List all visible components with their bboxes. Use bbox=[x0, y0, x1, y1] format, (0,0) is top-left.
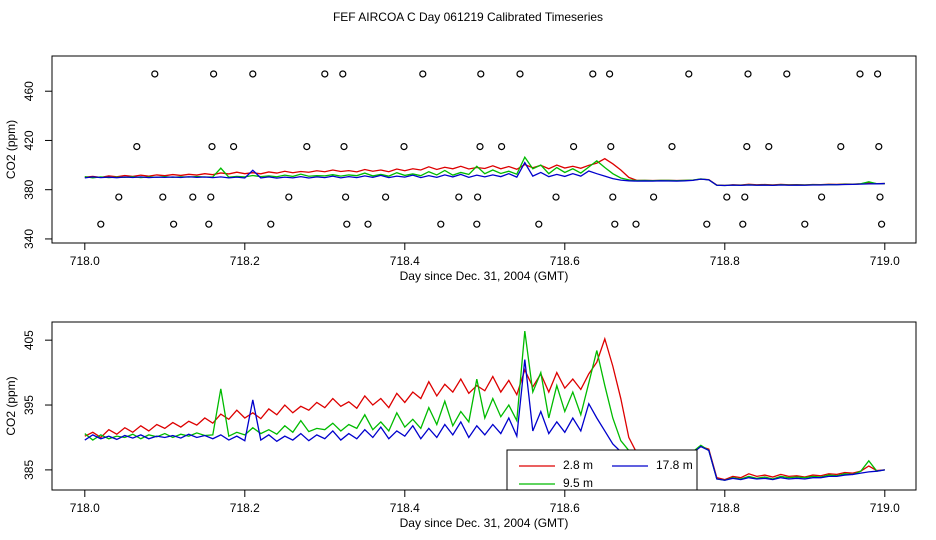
flag-point bbox=[476, 143, 484, 151]
x-tick-label: 718.4 bbox=[390, 254, 420, 268]
flag-point bbox=[455, 193, 463, 201]
flag-point bbox=[723, 193, 731, 201]
flag-point bbox=[230, 143, 238, 151]
flag-point bbox=[516, 70, 524, 78]
flag-point bbox=[765, 143, 773, 151]
flag-point bbox=[249, 70, 257, 78]
flag-point bbox=[535, 220, 543, 228]
series-line bbox=[84, 157, 885, 187]
flag-point bbox=[609, 193, 617, 201]
flag-point bbox=[876, 193, 884, 201]
flag-point bbox=[208, 143, 216, 151]
x-tick-label: 718.6 bbox=[550, 501, 580, 515]
flag-point bbox=[267, 220, 275, 228]
flag-point bbox=[474, 193, 482, 201]
flag-point bbox=[189, 193, 197, 201]
series-line bbox=[84, 359, 885, 481]
y-tick-label: 395 bbox=[22, 395, 36, 415]
x-tick-label: 718.2 bbox=[230, 254, 260, 268]
flag-point bbox=[400, 143, 408, 151]
flag-point bbox=[739, 220, 747, 228]
flag-point bbox=[668, 143, 676, 151]
chart-title: FEF AIRCOA C Day 061219 Calibrated Times… bbox=[333, 10, 603, 24]
x-tick-label: 718.0 bbox=[70, 501, 100, 515]
series-line bbox=[84, 330, 885, 481]
y-axis-label: CO2 (ppm) bbox=[4, 376, 18, 435]
y-tick-label: 340 bbox=[22, 229, 36, 249]
flag-point bbox=[477, 70, 485, 78]
flag-point bbox=[170, 220, 178, 228]
x-axis-label: Day since Dec. 31, 2004 (GMT) bbox=[400, 516, 569, 530]
flag-point bbox=[877, 220, 886, 228]
flag-point bbox=[340, 143, 348, 151]
flag-point bbox=[685, 70, 693, 78]
legend-box bbox=[506, 449, 698, 491]
flag-point bbox=[607, 143, 615, 151]
series-line bbox=[84, 161, 885, 187]
y-tick-label: 385 bbox=[22, 460, 36, 480]
flag-point bbox=[589, 70, 597, 78]
flag-point bbox=[744, 70, 752, 78]
x-tick-label: 718.8 bbox=[710, 501, 740, 515]
flag-point bbox=[207, 193, 215, 201]
y-tick-label: 420 bbox=[22, 130, 36, 150]
flag-point bbox=[873, 70, 882, 78]
flag-point bbox=[115, 193, 123, 201]
flag-point bbox=[498, 143, 506, 151]
flag-point bbox=[97, 220, 105, 228]
series-line bbox=[84, 336, 885, 481]
flag-point bbox=[703, 220, 711, 228]
flag-point bbox=[611, 220, 619, 228]
flag-point bbox=[321, 70, 329, 78]
flag-point bbox=[875, 143, 883, 151]
x-tick-label: 718.8 bbox=[710, 254, 740, 268]
x-tick-label: 718.0 bbox=[70, 254, 100, 268]
plot-frame bbox=[51, 55, 917, 244]
flag-point bbox=[605, 70, 614, 78]
x-axis-label: Day since Dec. 31, 2004 (GMT) bbox=[400, 269, 569, 283]
y-tick-label: 405 bbox=[22, 330, 36, 350]
y-tick-label: 460 bbox=[22, 81, 36, 101]
flag-point bbox=[343, 220, 351, 228]
x-tick-label: 719.0 bbox=[870, 254, 900, 268]
flag-point bbox=[339, 70, 347, 78]
x-tick-label: 718.4 bbox=[390, 501, 420, 515]
y-tick-label: 380 bbox=[22, 179, 36, 199]
series-line bbox=[84, 155, 885, 187]
flag-point bbox=[285, 193, 293, 201]
flag-point bbox=[632, 220, 640, 228]
flag-point bbox=[569, 143, 578, 151]
flag-point bbox=[205, 220, 213, 228]
flag-point bbox=[743, 143, 751, 151]
flag-point bbox=[856, 70, 864, 78]
plot-frame bbox=[51, 321, 917, 491]
flag-point bbox=[364, 220, 372, 228]
flag-point bbox=[552, 193, 560, 201]
y-axis-label: CO2 (ppm) bbox=[4, 120, 18, 179]
flag-point bbox=[649, 193, 658, 201]
flag-point bbox=[741, 193, 749, 201]
flag-point bbox=[817, 193, 826, 201]
x-tick-label: 719.0 bbox=[870, 501, 900, 515]
flag-point bbox=[783, 70, 791, 78]
flag-point bbox=[437, 220, 445, 228]
flag-point bbox=[801, 220, 809, 228]
legend-label: 9.5 m bbox=[563, 476, 593, 490]
flag-point bbox=[133, 143, 141, 151]
legend-label: 17.8 m bbox=[656, 458, 693, 472]
flag-point bbox=[473, 220, 481, 228]
legend-label: 2.8 m bbox=[563, 458, 593, 472]
flag-point bbox=[210, 70, 218, 78]
flag-point bbox=[303, 143, 311, 151]
flag-point bbox=[382, 193, 390, 201]
x-tick-label: 718.6 bbox=[550, 254, 580, 268]
flag-point bbox=[159, 193, 167, 201]
flag-point bbox=[419, 70, 427, 78]
flag-point bbox=[837, 143, 845, 151]
flag-point bbox=[151, 70, 159, 78]
flag-point bbox=[342, 193, 350, 201]
x-tick-label: 718.2 bbox=[230, 501, 260, 515]
